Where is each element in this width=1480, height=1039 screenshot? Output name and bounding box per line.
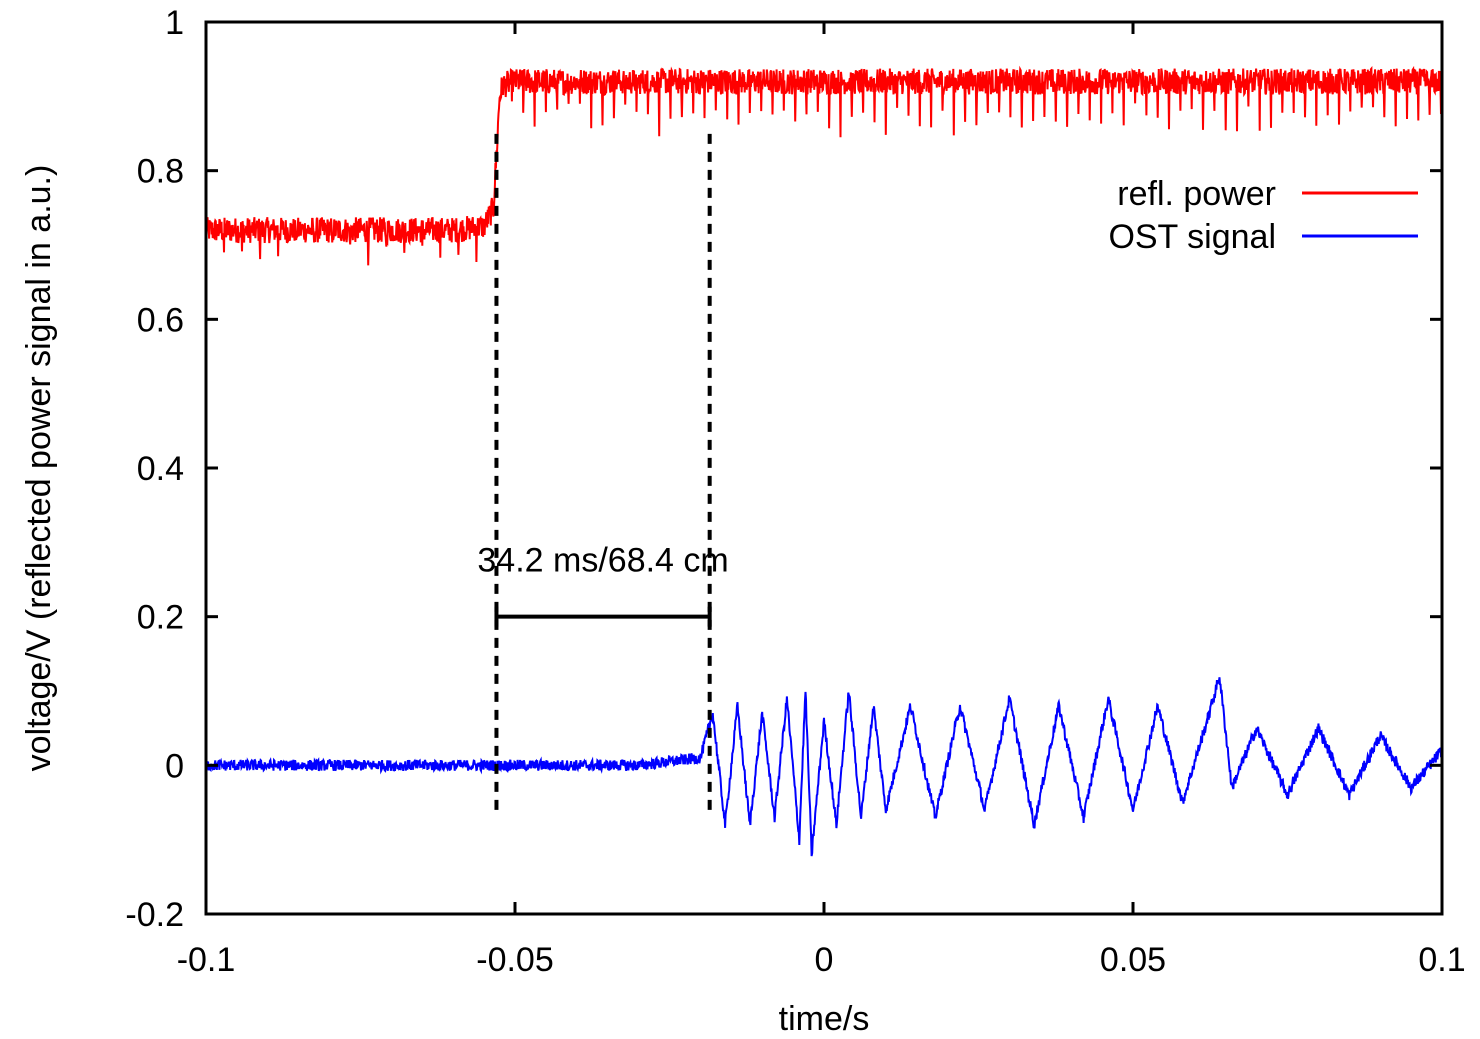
y-tick-label: 0	[165, 747, 184, 785]
x-tick-label: -0.1	[177, 941, 236, 979]
y-tick-label: 0.8	[137, 153, 184, 191]
legend-label-ost-signal: OST signal	[1108, 218, 1276, 256]
x-tick-label: 0	[815, 941, 834, 979]
series-line-refl-power	[206, 65, 1442, 266]
y-tick-label: 0.4	[137, 450, 184, 488]
y-tick-label: 1	[165, 4, 184, 42]
y-axis-title: voltage/V (reflected power signal in a.u…	[20, 165, 58, 772]
y-tick-label: 0.6	[137, 301, 184, 339]
y-tick-label: 0.2	[137, 599, 184, 637]
x-tick-label: -0.05	[476, 941, 554, 979]
x-axis-title: time/s	[779, 1000, 870, 1038]
x-tick-label: 0.1	[1418, 941, 1465, 979]
series-line-ost-signal	[206, 677, 1442, 857]
legend-label-refl-power: refl. power	[1117, 175, 1276, 213]
x-tick-label: 0.05	[1100, 941, 1166, 979]
plot-frame	[204, 20, 1444, 916]
interval-annotation-label: 34.2 ms/68.4 cm	[477, 542, 728, 580]
y-tick-label: -0.2	[125, 896, 184, 934]
